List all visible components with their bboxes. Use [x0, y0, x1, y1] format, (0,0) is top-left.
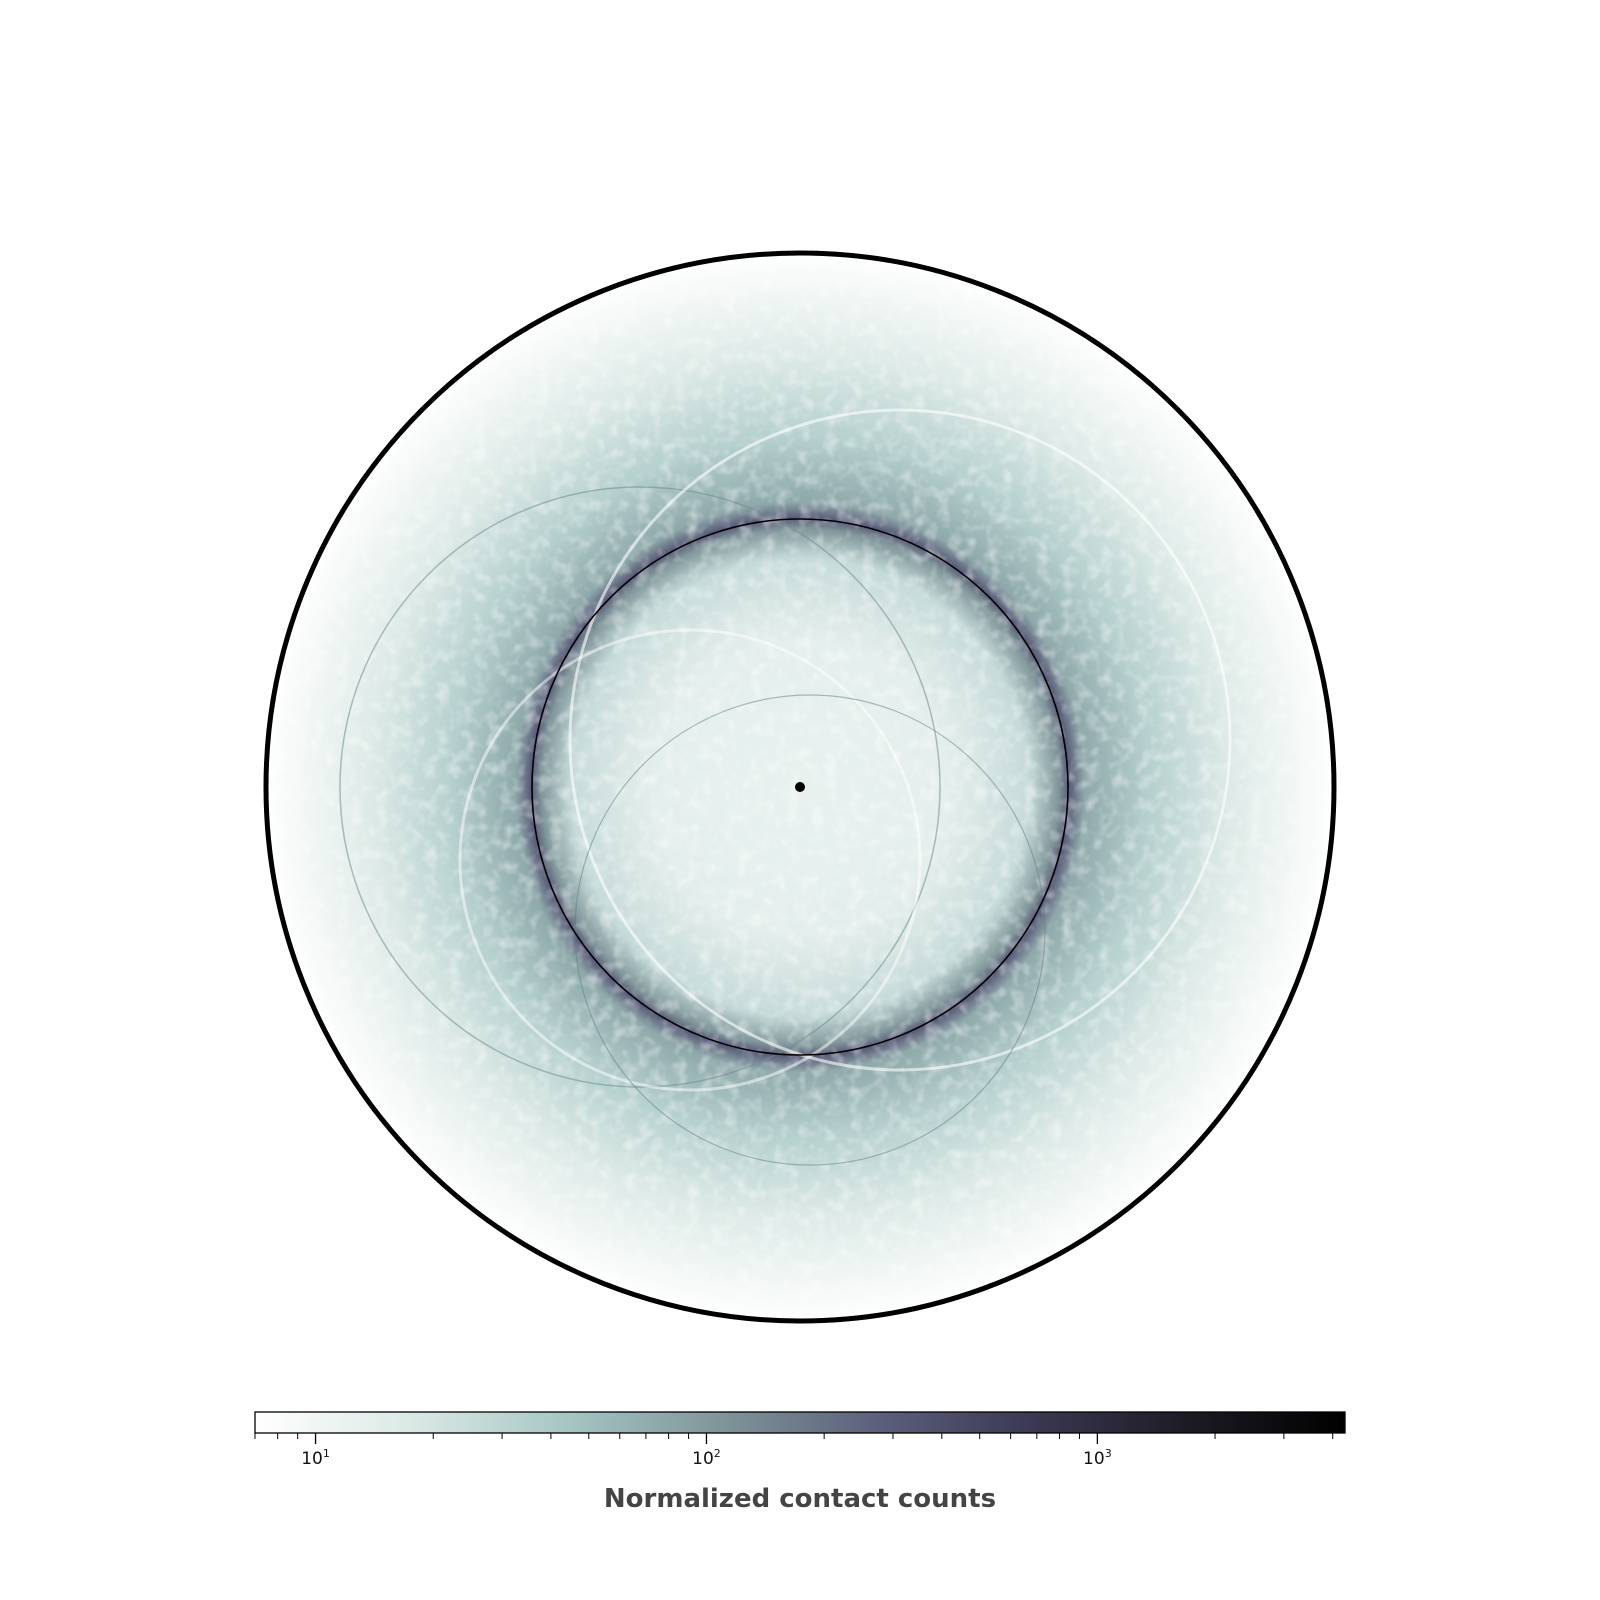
colorbar-gradient [254, 1411, 1346, 1434]
outer-boundary-circle [263, 250, 1337, 1324]
reference-circle [531, 518, 1069, 1056]
colorbar-tick-label: 103 [1083, 1447, 1112, 1469]
colorbar-tick-label: 102 [692, 1447, 721, 1469]
colorbar: 101 102 103 Normalized contact counts [254, 1411, 1346, 1514]
polar-heatmap-plot [263, 250, 1337, 1324]
colorbar-label: Normalized contact counts [604, 1484, 996, 1514]
center-marker [795, 782, 805, 792]
faint-contact-arcs [339, 408, 1232, 1166]
colorbar-tick-label: 101 [301, 1447, 330, 1469]
colorbar-ticks: 101 102 103 [254, 1433, 1334, 1469]
